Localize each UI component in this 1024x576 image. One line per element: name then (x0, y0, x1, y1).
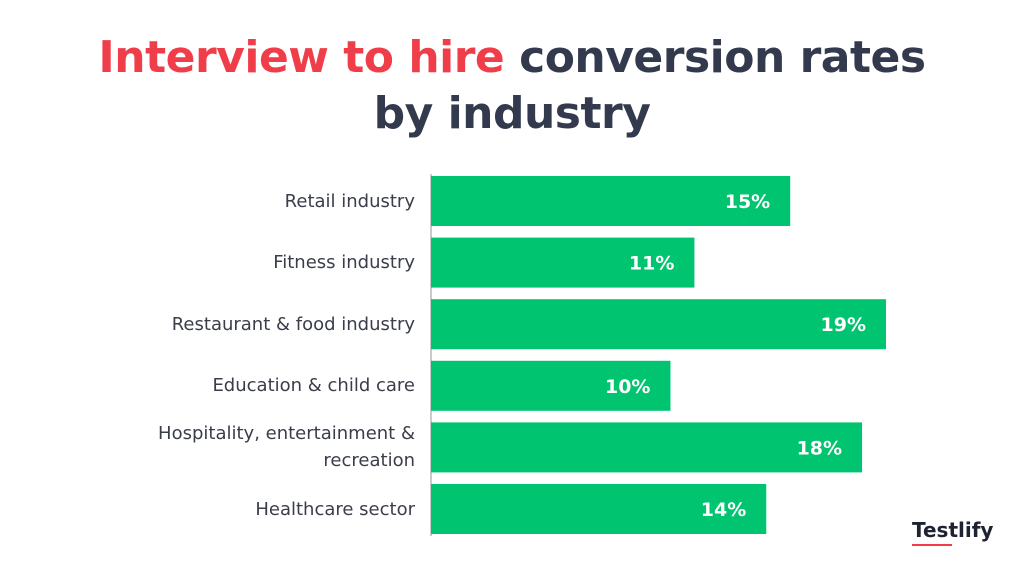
category-label: Hospitality, entertainment & recreation (158, 423, 415, 472)
category-label: Education & child care (212, 375, 415, 397)
value-label: 18% (797, 437, 842, 459)
value-label: 10% (605, 376, 650, 398)
bar (431, 176, 791, 226)
bar (431, 299, 886, 350)
logo-underline (912, 544, 952, 546)
bar (431, 484, 767, 534)
value-label: 19% (821, 314, 866, 336)
chart-title: Interview to hire conversion rates by in… (62, 30, 962, 142)
value-label: 11% (629, 253, 674, 275)
category-label: Healthcare sector (255, 498, 415, 520)
category-label: Fitness industry (273, 252, 415, 274)
value-label: 15% (725, 191, 770, 213)
category-label: Retail industry (284, 190, 415, 212)
bar (431, 237, 695, 288)
value-label: 14% (701, 499, 746, 521)
bar (431, 422, 863, 473)
category-label: Restaurant & food industry (171, 313, 415, 335)
title-highlight: Interview to hire (98, 32, 505, 83)
title-rest: conversion rates by industry (373, 32, 927, 139)
bar (431, 360, 671, 411)
logo: Testlify (912, 518, 994, 542)
